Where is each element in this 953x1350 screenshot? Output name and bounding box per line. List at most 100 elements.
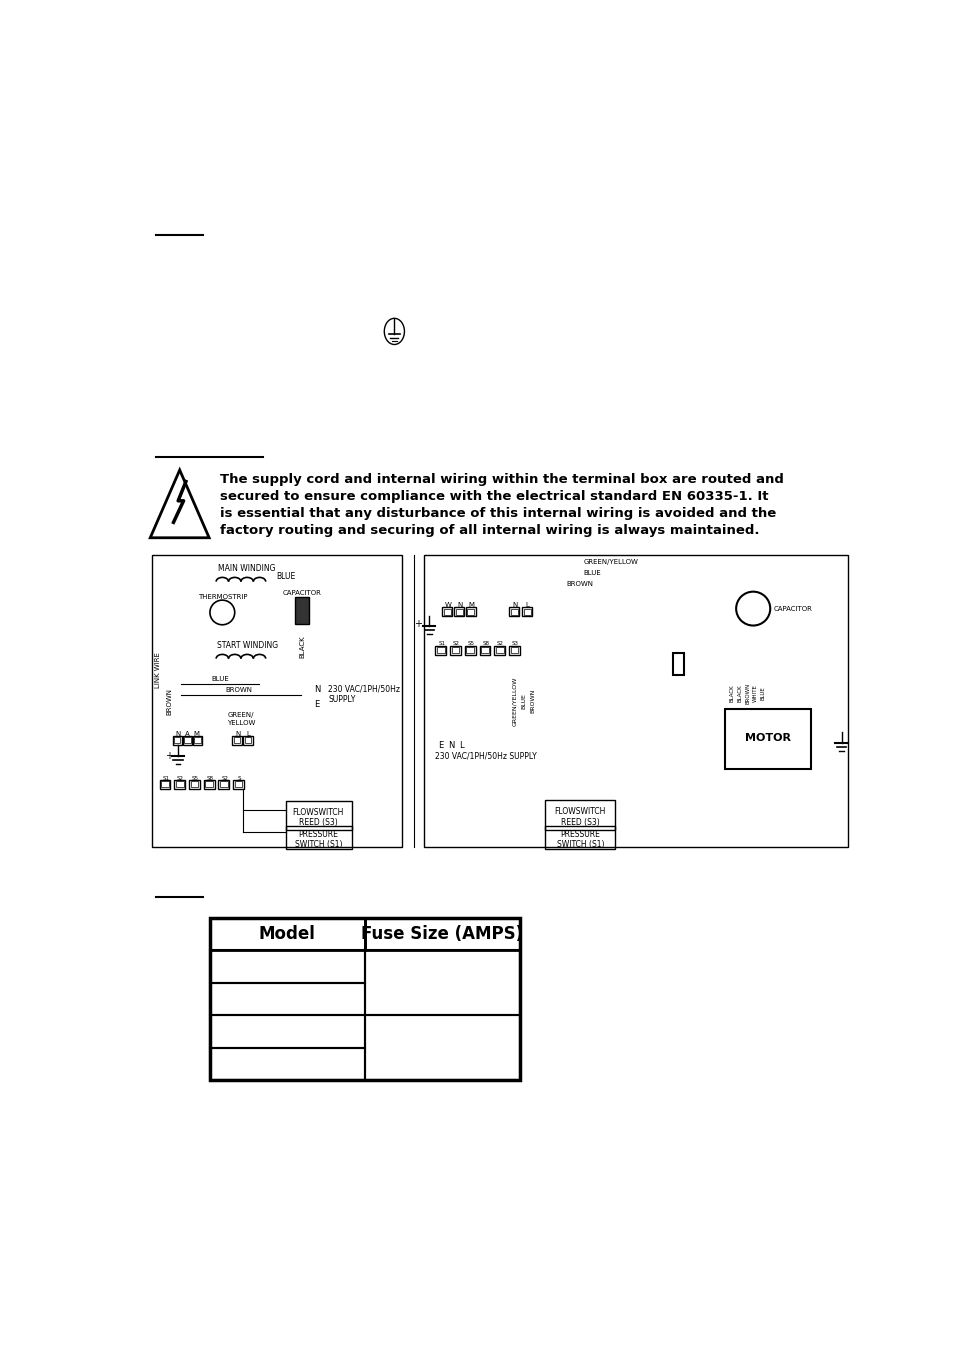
Bar <box>193 736 202 745</box>
Text: YELLOW: YELLOW <box>227 720 254 725</box>
Bar <box>479 645 490 655</box>
Text: +: + <box>414 620 422 629</box>
Bar <box>673 653 683 675</box>
Text: GREEN/: GREEN/ <box>228 711 253 718</box>
Bar <box>210 950 365 983</box>
Text: S2: S2 <box>453 641 459 645</box>
Text: SUPPLY: SUPPLY <box>328 695 355 703</box>
Text: E: E <box>437 741 443 751</box>
Bar <box>545 799 615 830</box>
Bar <box>509 608 518 617</box>
Text: N: N <box>447 741 454 751</box>
Bar <box>496 647 503 653</box>
Text: N: N <box>235 732 240 737</box>
Bar <box>194 737 200 744</box>
Text: REED (S3): REED (S3) <box>298 818 337 828</box>
Bar <box>152 555 402 848</box>
Bar <box>175 782 183 787</box>
Bar <box>494 645 505 655</box>
Text: BLUE: BLUE <box>211 676 229 683</box>
Bar <box>286 801 352 830</box>
Text: M: M <box>468 602 475 608</box>
Bar <box>210 918 365 950</box>
Bar <box>184 737 191 744</box>
Bar <box>466 647 474 653</box>
Bar <box>480 647 488 653</box>
Text: N: N <box>314 684 319 694</box>
Text: is essential that any disturbance of this internal wiring is avoided and the: is essential that any disturbance of thi… <box>220 508 776 520</box>
Bar <box>510 647 517 653</box>
Text: S2: S2 <box>221 775 228 780</box>
Bar <box>172 736 182 745</box>
Bar <box>423 555 847 848</box>
Text: S1: S1 <box>437 641 445 645</box>
Bar <box>243 736 253 745</box>
Text: E: E <box>314 701 319 709</box>
Bar <box>245 737 251 744</box>
Text: BLUE: BLUE <box>275 572 294 580</box>
Bar <box>509 645 519 655</box>
Bar <box>191 782 198 787</box>
Bar <box>467 609 474 614</box>
Text: S8: S8 <box>206 775 213 780</box>
Bar <box>204 779 214 788</box>
Text: BROWN: BROWN <box>566 580 594 587</box>
Bar <box>443 609 451 614</box>
Bar <box>189 779 199 788</box>
Text: MAIN WINDING: MAIN WINDING <box>218 564 275 572</box>
Text: SWITCH (S1): SWITCH (S1) <box>556 840 603 849</box>
Text: GREEN/YELLOW: GREEN/YELLOW <box>583 559 639 566</box>
Bar <box>365 950 519 1015</box>
Text: LINK WIRE: LINK WIRE <box>154 652 161 688</box>
Bar <box>435 645 446 655</box>
Text: BROWN: BROWN <box>167 687 172 714</box>
Bar <box>724 709 810 768</box>
Bar <box>456 609 462 614</box>
Text: N: N <box>457 602 462 608</box>
Bar <box>174 779 185 788</box>
Bar <box>510 609 517 614</box>
Bar <box>161 782 169 787</box>
Bar <box>454 608 464 617</box>
Text: REED (S3): REED (S3) <box>560 818 599 828</box>
Bar <box>523 609 530 614</box>
Bar <box>210 1015 365 1048</box>
Bar <box>452 647 459 653</box>
Text: L: L <box>525 602 529 608</box>
Text: SWITCH (S1): SWITCH (S1) <box>294 840 342 849</box>
Text: factory routing and securing of all internal wiring is always maintained.: factory routing and securing of all inte… <box>220 524 759 537</box>
Bar <box>174 737 180 744</box>
Bar <box>233 779 244 788</box>
Text: S8: S8 <box>482 641 489 645</box>
Text: CAPACITOR: CAPACITOR <box>773 606 812 612</box>
Text: N: N <box>175 732 180 737</box>
Text: GREEN/YELLOW: GREEN/YELLOW <box>512 676 517 726</box>
Bar <box>159 779 171 788</box>
Text: BLACK: BLACK <box>299 636 305 659</box>
Text: N: N <box>512 602 517 608</box>
Bar <box>205 782 213 787</box>
Text: START WINDING: START WINDING <box>216 641 277 649</box>
Bar <box>450 645 460 655</box>
Text: L: L <box>247 732 251 737</box>
Text: THERMOSTRIP: THERMOSTRIP <box>197 594 247 599</box>
Bar <box>233 736 241 745</box>
Text: S5: S5 <box>192 775 198 780</box>
Bar <box>545 826 615 849</box>
Text: BROWN: BROWN <box>226 687 253 693</box>
Bar <box>210 983 365 1015</box>
Text: BLUE: BLUE <box>520 693 526 709</box>
Text: +: + <box>165 752 172 761</box>
Bar <box>233 737 240 744</box>
Bar <box>464 645 476 655</box>
Text: FLOWSWITCH: FLOWSWITCH <box>554 807 605 817</box>
Bar <box>210 918 519 1080</box>
Bar <box>365 918 519 950</box>
Bar <box>210 1048 365 1080</box>
Text: A: A <box>185 732 190 737</box>
Bar <box>218 779 229 788</box>
Text: BLACK: BLACK <box>737 684 741 702</box>
Text: PRESSURE: PRESSURE <box>559 830 599 840</box>
Text: S3: S3 <box>511 641 518 645</box>
Text: MOTOR: MOTOR <box>744 733 790 743</box>
